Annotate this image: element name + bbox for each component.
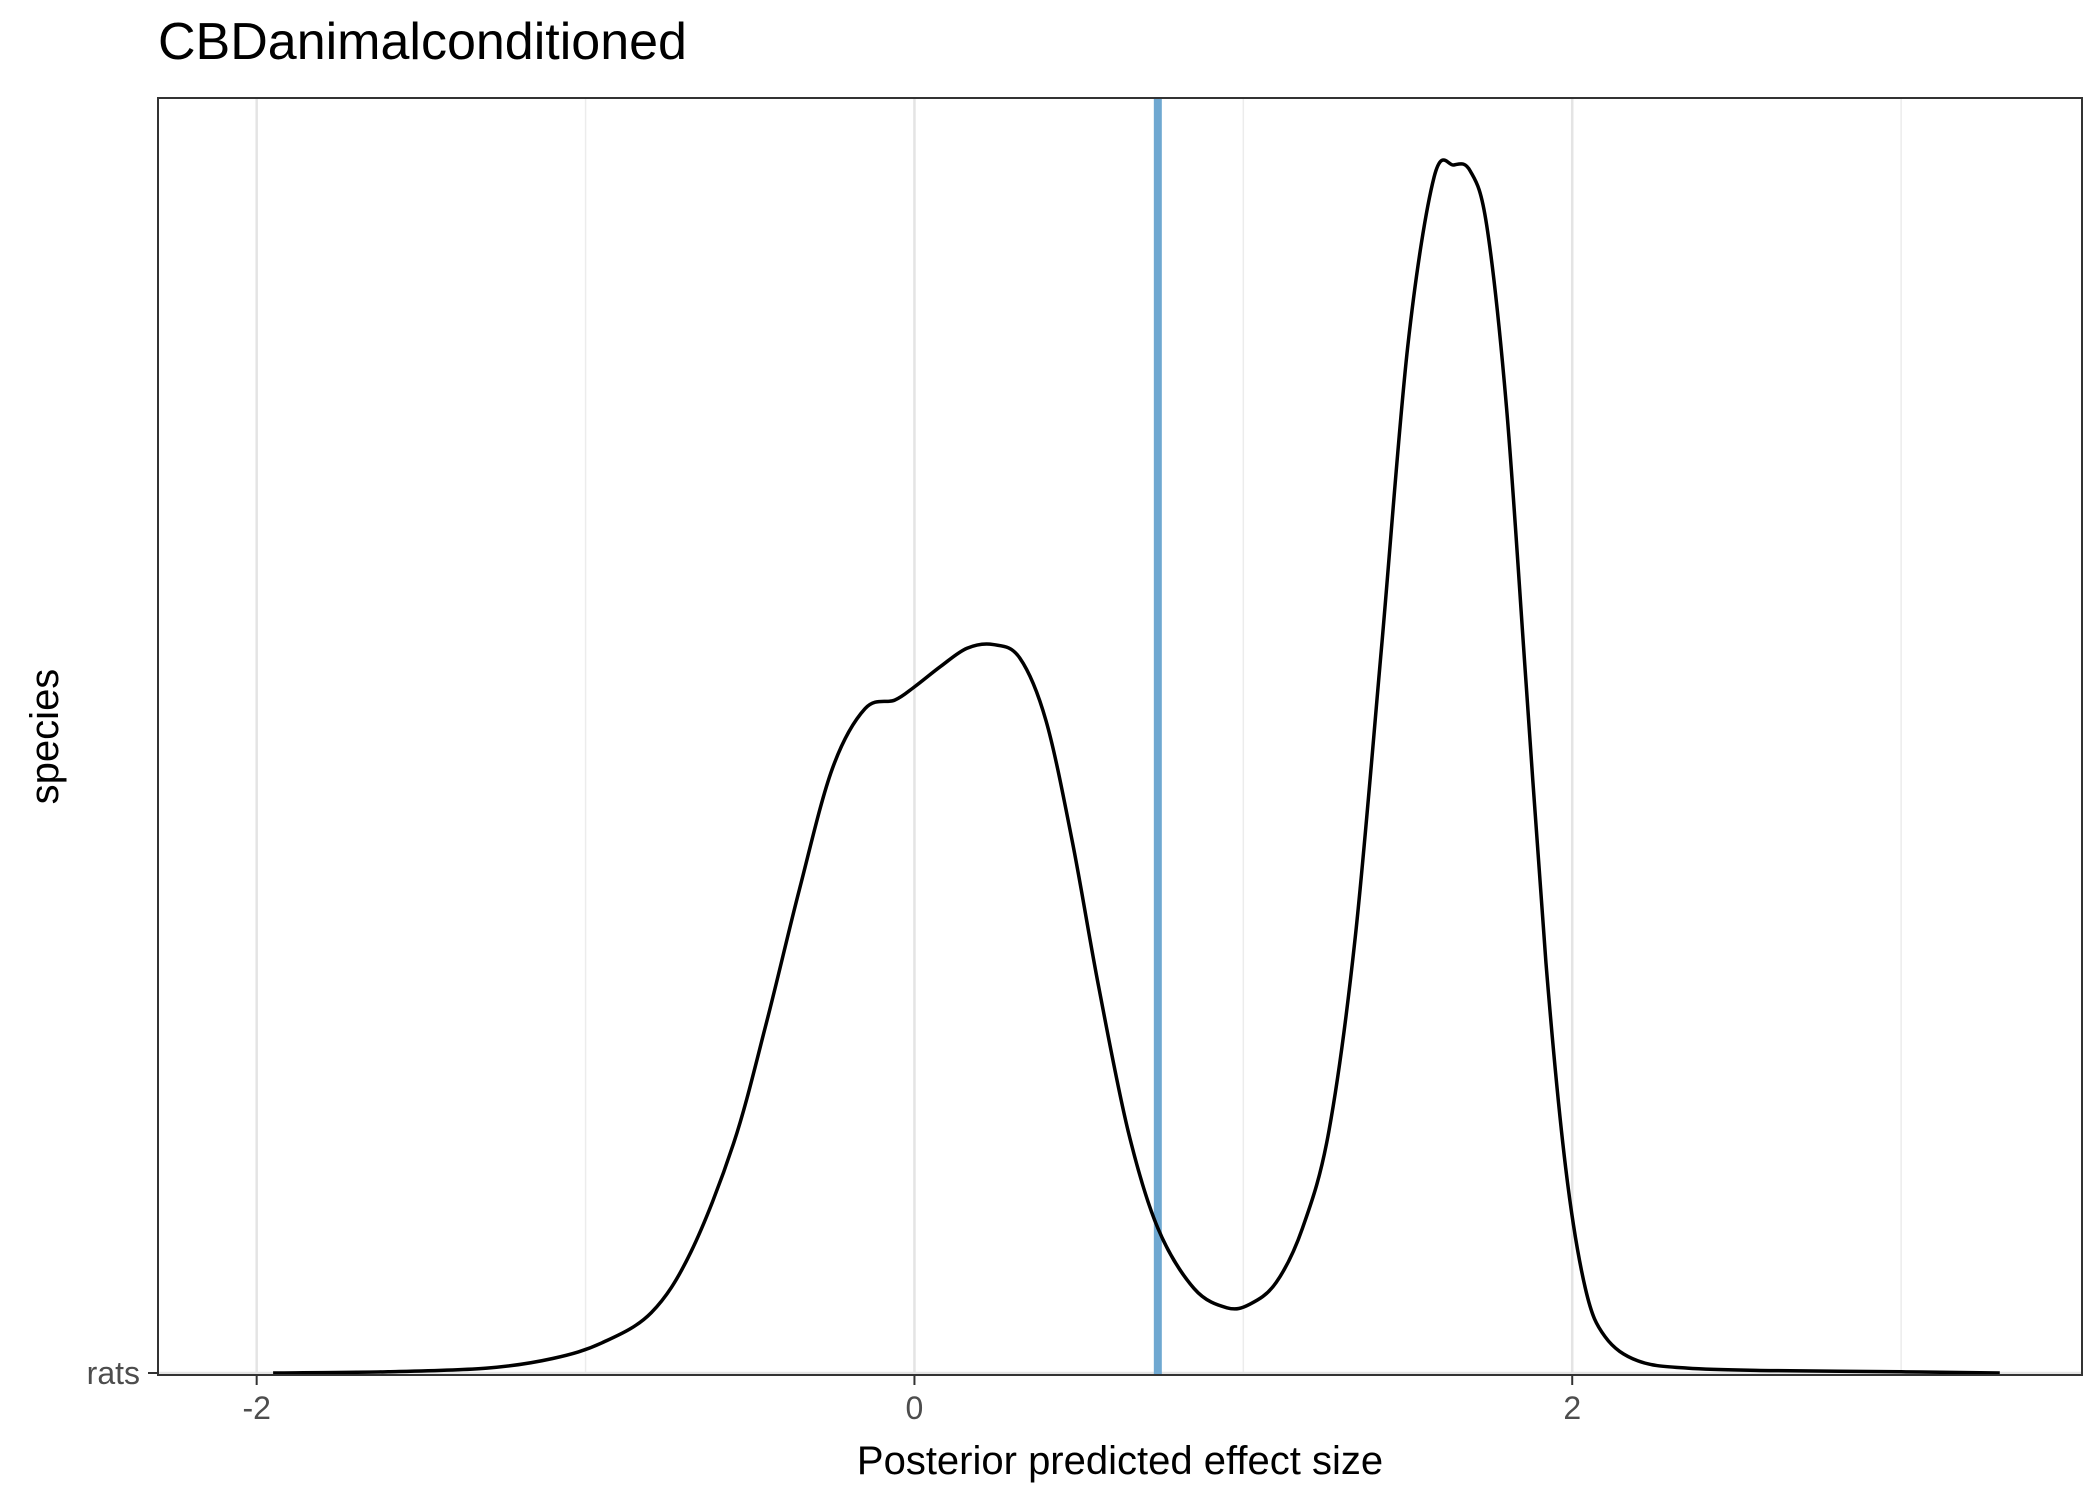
gridlines [158, 98, 2082, 1375]
x-tick-label: -2 [242, 1390, 270, 1426]
axes: -2 0 2 rats [87, 1355, 1581, 1426]
density-series-group [273, 158, 2000, 1375]
y-axis-title: species [23, 669, 67, 805]
plot-panel-border [157, 97, 2083, 1376]
chart-title: CBDanimalconditioned [158, 13, 687, 71]
x-tick-label: 0 [906, 1390, 924, 1426]
x-axis-title: Posterior predicted effect size [857, 1439, 1383, 1483]
y-tick-label: rats [87, 1355, 140, 1391]
x-tick-label: 2 [1563, 1390, 1581, 1426]
density-curve-rats [273, 158, 2000, 1375]
